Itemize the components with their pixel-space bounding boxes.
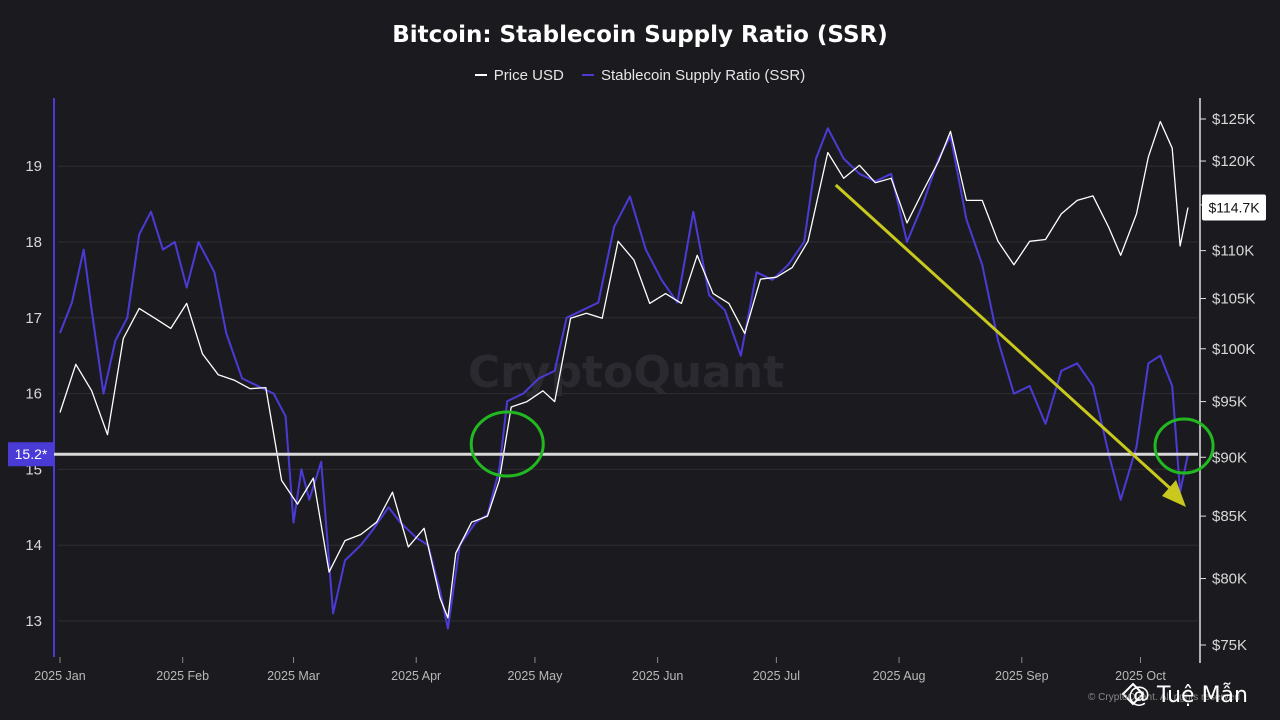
x-tick-label: 2025 Sep	[995, 669, 1049, 683]
current-ssr-label: 15.2*	[15, 446, 48, 462]
series-ssr-line	[59, 127, 1189, 630]
legend-item-price[interactable]: Price USD	[474, 66, 564, 84]
y-right-tick-label: $125K	[1212, 111, 1255, 128]
y-right-tick-label: $90K	[1212, 449, 1247, 466]
x-tick-label: 2025 Jan	[34, 669, 85, 683]
y-right-tick-label: $85K	[1212, 508, 1247, 525]
y-left-tick-label: 16	[25, 386, 42, 403]
x-tick-label: 2025 Mar	[267, 669, 320, 683]
y-left-tick-label: 18	[25, 234, 42, 251]
y-left-tick-label: 13	[25, 613, 42, 630]
x-tick-label: 2025 May	[507, 669, 563, 683]
y-right-tick-label: $80K	[1212, 571, 1247, 588]
legend-label-ssr: Stablecoin Supply Ratio (SSR)	[600, 66, 806, 84]
y-left-tick-label: 17	[25, 310, 42, 327]
y-right-tick-label: $75K	[1212, 637, 1247, 654]
y-right-tick-label: $105K	[1212, 291, 1255, 308]
y-right-tick-label: $95K	[1212, 394, 1247, 411]
legend-label-price: Price USD	[493, 66, 564, 84]
annotation-arrow-line	[834, 183, 1174, 492]
annotation-arrow-head	[1162, 480, 1186, 507]
author-handle: @ Tuệ Mẫn	[1128, 683, 1248, 708]
current-ssr-badge	[8, 442, 54, 467]
series-price-line	[59, 120, 1189, 619]
y-right-tick-label: $110K	[1212, 243, 1254, 260]
x-tick-label: 2025 Jul	[753, 669, 800, 683]
current-price-badge	[1202, 194, 1266, 221]
x-tick-label: 2025 Apr	[391, 669, 441, 683]
y-left-tick-label: 14	[25, 537, 42, 554]
copyright-text: © CryptoQuant. All rights reserved	[1088, 692, 1240, 703]
legend-swatch-price	[474, 74, 487, 76]
x-tick-label: 2025 Oct	[1115, 669, 1166, 683]
legend-item-ssr[interactable]: Stablecoin Supply Ratio (SSR)	[581, 66, 806, 84]
current-price-label: $114.7K	[1208, 200, 1260, 216]
binance-logo-icon	[1121, 682, 1145, 706]
y-right-tick-label: $120K	[1212, 153, 1255, 170]
x-tick-label: 2025 Aug	[873, 669, 926, 683]
y-left-tick-label: 19	[25, 158, 42, 175]
y-right-tick-label: $100K	[1212, 341, 1255, 358]
annotation-circle-october	[1153, 417, 1215, 475]
x-tick-label: 2025 Feb	[156, 669, 209, 683]
legend-swatch-ssr	[581, 74, 594, 76]
annotation-circle-april	[469, 410, 545, 478]
background-watermark: CryptoQuant	[468, 347, 784, 398]
chart-title: Bitcoin: Stablecoin Supply Ratio (SSR)	[392, 22, 888, 48]
chart-legend: Price USD Stablecoin Supply Ratio (SSR)	[0, 63, 1280, 84]
x-tick-label: 2025 Jun	[632, 669, 683, 683]
